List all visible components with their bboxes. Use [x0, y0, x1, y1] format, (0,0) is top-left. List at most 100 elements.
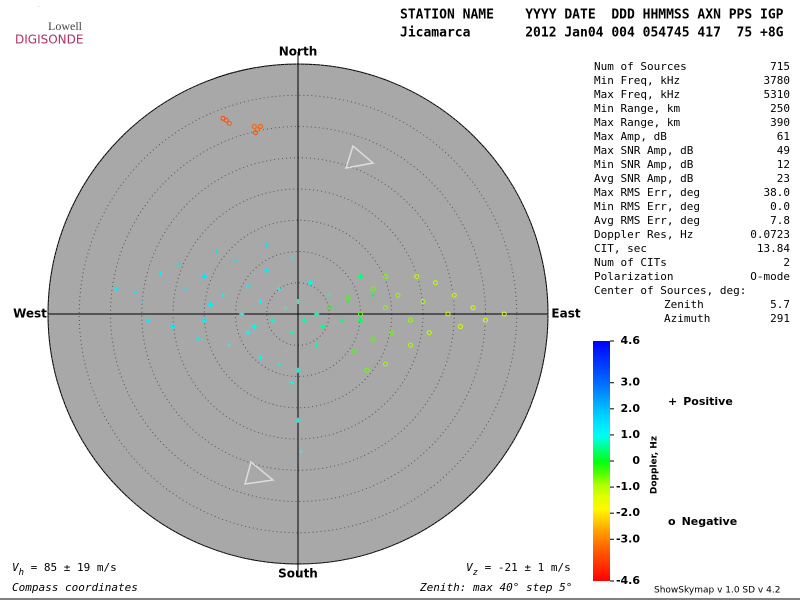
source-positive [298, 449, 304, 454]
source-negative [226, 120, 232, 126]
stat-value: 13.84 [757, 242, 790, 255]
stat-value: 23 [777, 172, 790, 185]
stat-value: 2 [783, 256, 790, 269]
source-positive [289, 330, 295, 336]
source-positive [326, 292, 332, 298]
source-negative [258, 124, 263, 129]
source-negative [220, 115, 226, 121]
source-positive [295, 367, 301, 373]
colorbar-tick-label: 2.0 [621, 402, 641, 415]
side-panel: Num of Sources 715 Min Freq, kHz 3780 Max Fr… [12, 60, 790, 596]
source-negative [426, 330, 432, 336]
source-negative [501, 311, 507, 317]
source-positive [358, 317, 363, 323]
velocity-symbol: V [12, 561, 20, 574]
skymap: North South West East [13, 45, 581, 581]
source-positive [314, 342, 320, 348]
stat-label: Num of CITs [594, 256, 667, 269]
stat-value: 0.0 [770, 200, 790, 213]
stat-label: Min SNR Amp, dB [594, 158, 694, 171]
points [114, 115, 507, 454]
source-positive [258, 299, 263, 304]
source-positive [333, 305, 338, 311]
source-negative [389, 330, 395, 336]
source-positive [289, 255, 295, 261]
legend-marker: o [668, 515, 676, 528]
source-positive [133, 289, 138, 295]
source-positive [170, 324, 176, 329]
source-positive [251, 324, 257, 329]
source-positive [239, 311, 245, 317]
source-positive [270, 317, 276, 323]
source-positive [114, 286, 120, 292]
source-negative [458, 324, 463, 329]
center-label: Zenith [664, 298, 704, 311]
source-negative [345, 295, 351, 301]
source-positive [264, 267, 270, 273]
velocity-rest: = 85 ± 19 m/s [24, 561, 117, 574]
stat-value: 250 [770, 102, 790, 115]
source-negative [470, 305, 476, 311]
source-positive [245, 330, 251, 336]
legend-marker: + [668, 395, 677, 408]
source-positive [245, 283, 251, 289]
stat-label: Polarization [594, 270, 673, 283]
source-negative [253, 130, 258, 136]
source-positive [195, 336, 201, 342]
antenna [344, 144, 375, 169]
coordinates-note: Compass coordinates [12, 581, 138, 594]
zenith-note: Zenith: max 40° step 5° [419, 581, 572, 594]
colorbar-tick-label: 0 [632, 454, 640, 467]
velocity-vz: Vz = -21 ± 1 m/s [466, 561, 571, 578]
legend-name: Negative [682, 515, 738, 528]
stat-value: 3780 [764, 74, 791, 87]
stat-label: Doppler Res, Hz [594, 228, 693, 241]
colorbar-tick-label: -3.0 [616, 532, 640, 545]
source-positive [276, 361, 282, 367]
source-positive [183, 286, 188, 292]
source-positive [283, 305, 288, 311]
stat-label: Min Range, km [594, 102, 680, 115]
stat-value: 5310 [764, 88, 791, 101]
source-negative [433, 280, 438, 286]
source-negative [370, 286, 376, 292]
west-label: West [13, 307, 47, 321]
source-positive [201, 274, 207, 279]
source-positive [258, 355, 263, 361]
legend-entry: + Positive [668, 395, 733, 408]
source-positive [345, 299, 351, 304]
source-negative [358, 311, 363, 317]
source-positive [201, 317, 207, 323]
colorbar-tick-label: -2.0 [616, 506, 640, 519]
velocity-subscript: h [19, 568, 24, 578]
north-label: North [279, 45, 317, 59]
source-negative [420, 299, 426, 304]
source-positive [314, 311, 320, 317]
source-negative [383, 361, 388, 367]
center-value: 291 [770, 312, 790, 325]
source-positive [370, 292, 376, 298]
stat-label: Min Freq, kHz [594, 74, 680, 87]
source-negative [326, 305, 332, 311]
stat-label: Avg RMS Err, deg [594, 214, 700, 227]
south-label: South [278, 567, 318, 581]
source-positive [226, 342, 232, 348]
source-positive [139, 299, 145, 304]
velocity-symbol: V [466, 561, 474, 574]
center-title: Center of Sources, deg: [594, 284, 746, 297]
source-positive [176, 261, 182, 267]
east-label: East [551, 307, 580, 321]
header-columns: STATION NAME YYYY DATE DDD HHMMSS AXN PP… [400, 8, 784, 23]
stat-label: Min RMS Err, deg [594, 200, 700, 213]
source-negative [383, 274, 388, 279]
source-positive [233, 258, 238, 264]
stat-value: O-mode [750, 270, 790, 283]
antenna [243, 460, 275, 485]
source-positive [264, 242, 270, 248]
source-positive [158, 270, 163, 276]
stat-label: Num of Sources [594, 60, 687, 73]
source-negative [408, 342, 413, 348]
stat-value: 12 [777, 158, 790, 171]
colorbar [593, 341, 610, 581]
source-positive [320, 324, 326, 329]
